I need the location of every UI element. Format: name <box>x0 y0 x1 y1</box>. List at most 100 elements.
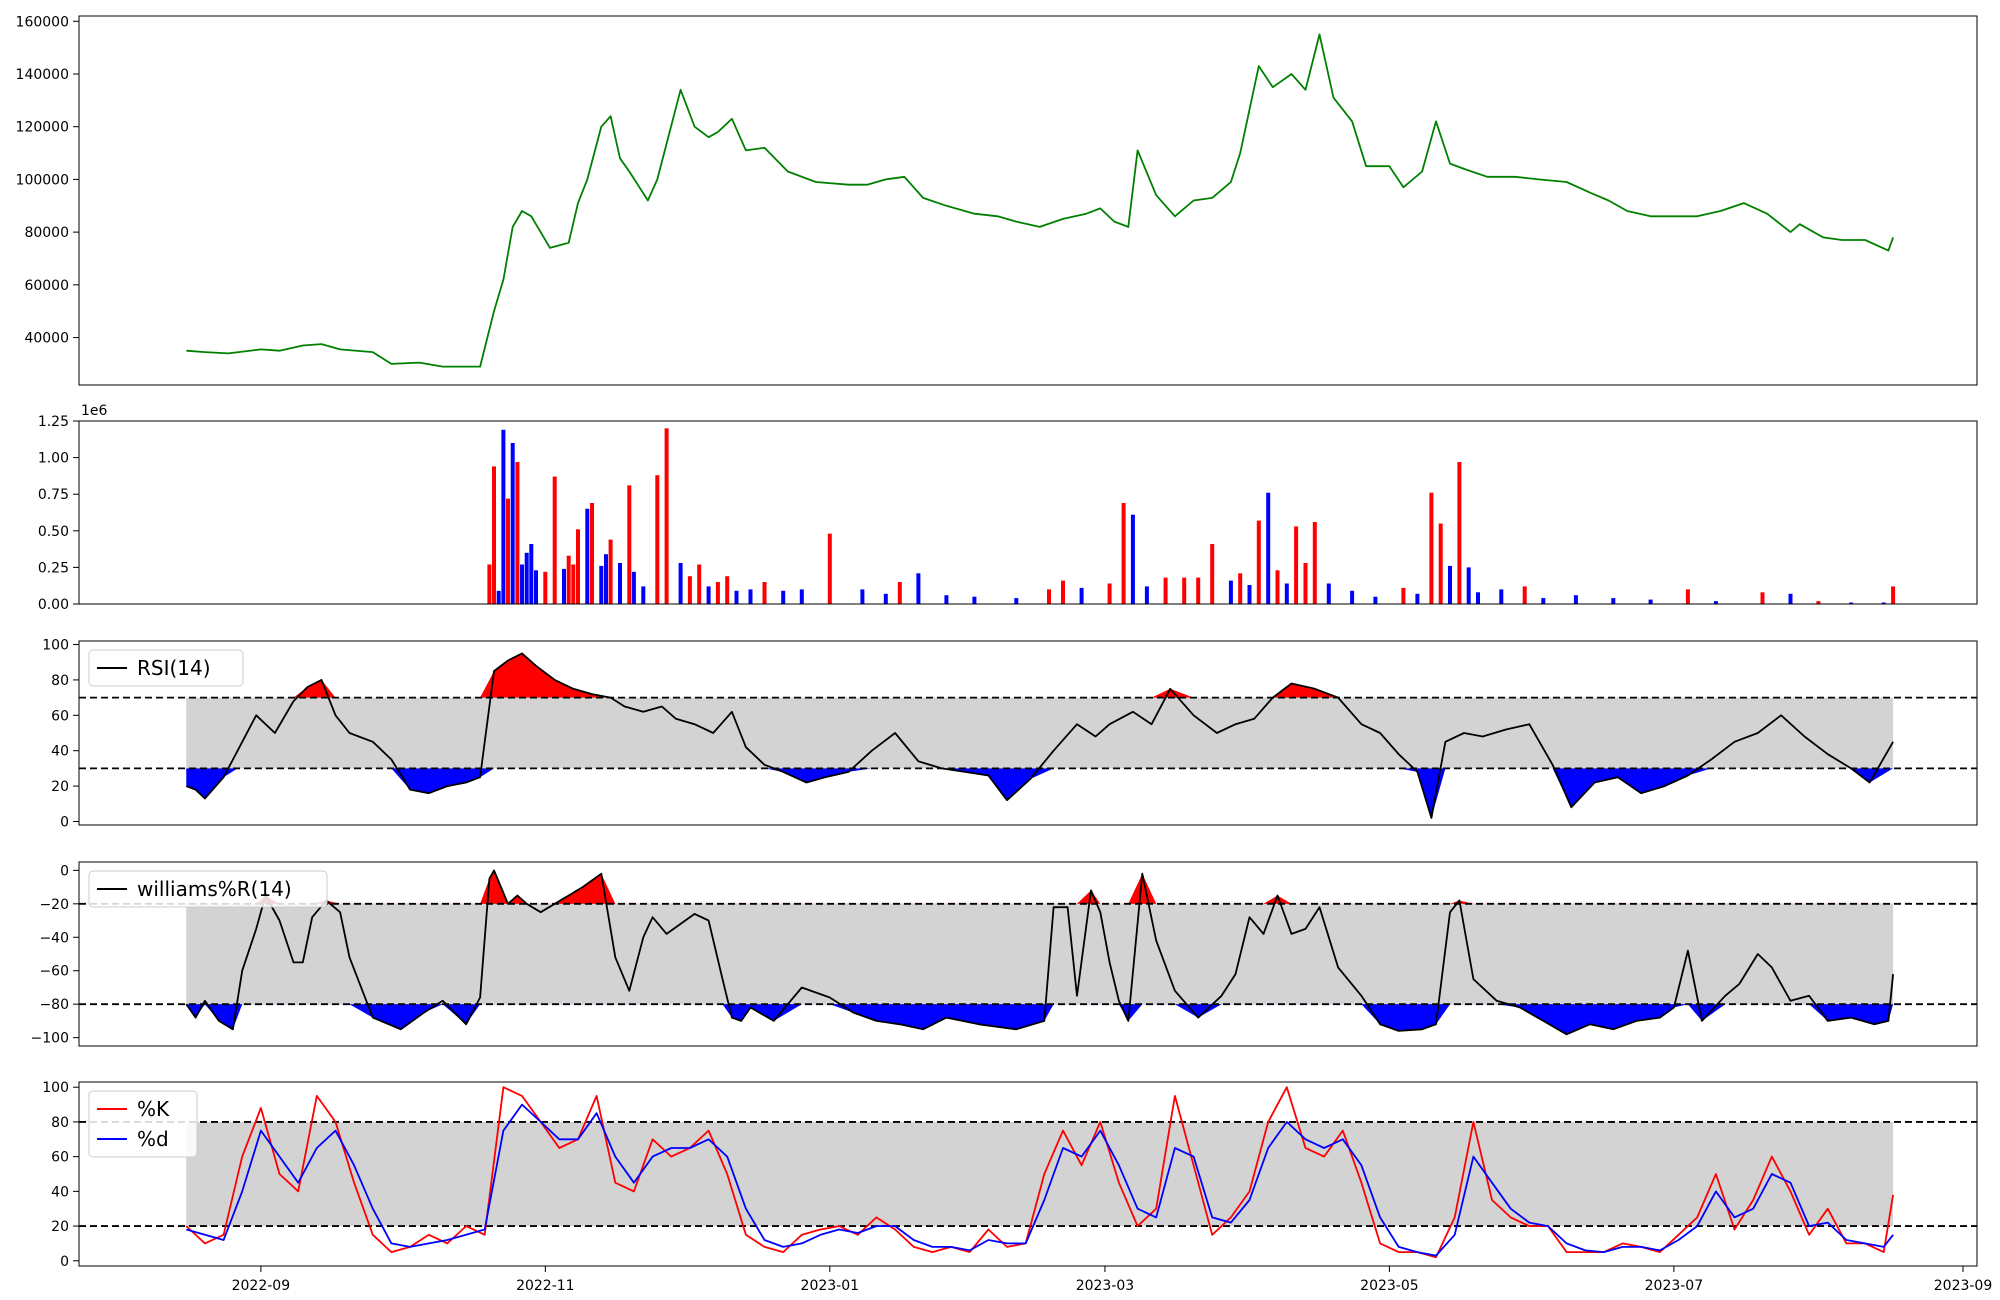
volume-bar <box>529 544 534 604</box>
volume-bar <box>1648 599 1653 604</box>
volume-bar <box>860 589 865 604</box>
stochastic-ytick-label: 100 <box>42 1080 69 1096</box>
rsi-legend-box <box>88 649 244 687</box>
williams-legend-label: williams%R(14) <box>137 877 292 901</box>
volume-bar <box>687 576 692 604</box>
xtick-label: 2023-07 <box>1645 1278 1704 1294</box>
volume-bar <box>618 563 622 604</box>
volume-ytick-label: 1.00 <box>38 451 69 467</box>
price-ytick-label: 60000 <box>24 278 69 294</box>
volume-bar <box>510 443 515 604</box>
williams-ytick-label: −20 <box>39 897 69 913</box>
price-panel: 40000 60000 80000 100000 120000 140000 160000 <box>16 14 1978 386</box>
volume-bar <box>585 508 590 604</box>
volume-bar <box>1522 586 1527 604</box>
volume-bar <box>1247 585 1252 604</box>
volume-bar <box>1326 583 1331 604</box>
stochastic-series-line-0 <box>185 1086 1894 1259</box>
stochastic-legend-label: %K <box>137 1097 170 1121</box>
rsi-legend: RSI(14) <box>88 649 244 687</box>
volume-bar <box>706 586 711 604</box>
williams-ytick-label: 0 <box>60 863 69 879</box>
volume-bar <box>1144 586 1149 604</box>
volume-bar <box>641 586 646 604</box>
volume-bar <box>1350 590 1355 604</box>
price-ytick-label: 40000 <box>24 331 69 347</box>
volume-bar <box>496 590 501 604</box>
xtick-label: 2023-03 <box>1076 1278 1135 1294</box>
volume-bar <box>1573 595 1578 604</box>
volume-bar <box>590 503 594 604</box>
price-ytick-label: 140000 <box>16 67 69 83</box>
volume-bar <box>604 554 608 604</box>
rsi-ytick-label: 60 <box>51 708 69 724</box>
volume-bar <box>1228 580 1233 604</box>
volume-bar <box>571 564 576 604</box>
volume-bar <box>562 568 566 604</box>
volume-bar <box>1499 589 1504 604</box>
volume-bar <box>487 564 492 604</box>
volume-bar <box>1294 526 1299 604</box>
volume-bar <box>608 539 613 604</box>
volume-bar <box>1415 593 1420 604</box>
volume-bar <box>1849 602 1854 604</box>
williams-neutral-band <box>186 903 1894 1005</box>
volume-bar <box>1130 514 1135 604</box>
volume-bar <box>897 582 902 604</box>
price-frame <box>78 15 1978 386</box>
stochastic-ytick-label: 20 <box>51 1219 69 1235</box>
volume-bar <box>972 596 977 604</box>
williams-oversold-fill <box>186 1004 1894 1035</box>
stochastic-legend-box <box>88 1090 198 1158</box>
xtick-label: 2023-09 <box>1934 1278 1993 1294</box>
volume-bar <box>944 595 949 604</box>
volume-bar <box>655 475 660 604</box>
volume-ytick-label: 1.25 <box>38 414 69 430</box>
volume-bar <box>631 571 636 604</box>
rsi-panel: 0 20 40 60 80 100 RSI(14) <box>42 638 1978 830</box>
stochastic-legend-label: %d <box>137 1127 169 1151</box>
volume-bar <box>1448 565 1452 604</box>
volume-bar <box>1760 592 1765 604</box>
stochastic-ytick-label: 60 <box>51 1150 69 1166</box>
volume-bar <box>1284 583 1289 604</box>
volume-bar <box>1466 567 1471 604</box>
rsi-ytick-label: 40 <box>51 744 69 760</box>
stochastic-frame <box>78 1081 1978 1267</box>
volume-panel: 0.00 0.25 0.50 0.75 1.00 1.25 1e6 <box>38 403 1978 613</box>
volume-bar <box>1266 492 1271 604</box>
volume-bar <box>1079 587 1084 604</box>
volume-bar <box>552 476 557 604</box>
volume-bar <box>1182 577 1187 604</box>
price-ytick-label: 100000 <box>16 172 69 188</box>
stochastic-ytick-label: 40 <box>51 1184 69 1200</box>
volume-bar <box>1457 462 1462 604</box>
rsi-frame <box>78 640 1978 826</box>
volume-bar <box>566 555 571 604</box>
xtick-label: 2022-09 <box>232 1278 291 1294</box>
rsi-ytick-label: 80 <box>51 673 69 689</box>
volume-bar <box>501 429 506 604</box>
williams-series-line <box>185 869 1894 1036</box>
volume-bar <box>916 573 921 604</box>
volume-bar <box>1816 601 1821 604</box>
stochastic-ytick-label: 80 <box>51 1115 69 1131</box>
volume-bar <box>748 589 753 604</box>
volume-bar <box>524 552 529 604</box>
volume-bar <box>1611 598 1616 604</box>
rsi-ytick-label: 100 <box>42 638 69 654</box>
rsi-overbought-fill <box>186 653 1894 698</box>
volume-bar <box>799 589 804 604</box>
volume-bar <box>1401 587 1406 604</box>
volume-bar <box>734 590 739 604</box>
volume-bar <box>520 564 524 604</box>
volume-frame <box>78 420 1978 605</box>
price-series-line <box>186 33 1894 368</box>
volume-bar <box>599 565 604 604</box>
rsi-neutral-band <box>186 697 1894 769</box>
volume-bar <box>515 462 520 604</box>
rsi-ytick-label: 20 <box>51 779 69 795</box>
volume-bar <box>1891 586 1896 604</box>
